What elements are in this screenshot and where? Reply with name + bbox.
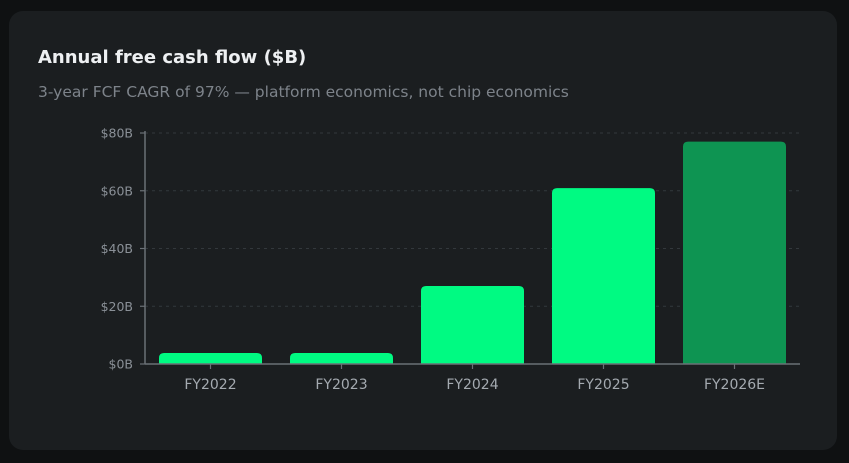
x-tick-label: FY2025 bbox=[577, 377, 629, 393]
x-tick-label: FY2022 bbox=[184, 377, 236, 393]
y-tick-label: $80B bbox=[101, 126, 133, 141]
bars bbox=[159, 141, 786, 364]
x-tick-label: FY2023 bbox=[315, 377, 367, 393]
y-tick-label: $0B bbox=[109, 357, 133, 372]
x-tick-label: FY2026E bbox=[704, 377, 765, 393]
x-tick-label: FY2024 bbox=[446, 377, 498, 393]
bar-fy2024 bbox=[421, 286, 524, 364]
bar-fy2026e bbox=[683, 141, 786, 364]
bar-fy2025 bbox=[552, 188, 655, 364]
axis-labels: $0B $20B $40B $60B $80B FY2022 FY2023 FY2024 FY2… bbox=[101, 126, 765, 394]
y-tick-label: $40B bbox=[101, 241, 133, 256]
bar-fy2022 bbox=[159, 353, 262, 364]
axes bbox=[140, 131, 800, 369]
chart-subtitle: 3-year FCF CAGR of 97% — platform econom… bbox=[38, 83, 569, 101]
chart-title: Annual free cash flow ($B) bbox=[38, 47, 307, 68]
y-tick-label: $60B bbox=[101, 183, 133, 198]
bar-fy2023 bbox=[290, 353, 393, 364]
y-tick-label: $20B bbox=[101, 299, 133, 314]
